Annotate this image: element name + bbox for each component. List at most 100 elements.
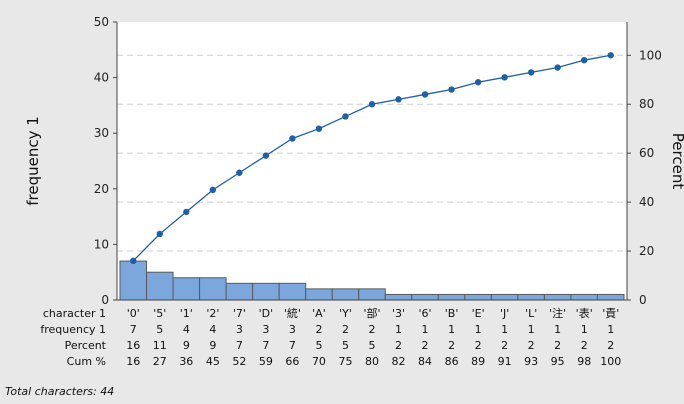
y2-tick-label: 20 [639, 244, 654, 258]
cumulative-point-7 [289, 135, 296, 142]
cumulative-point-10 [368, 101, 376, 108]
table-cell-cum-percent: 86 [445, 355, 459, 368]
table-cell-cum-percent: 93 [524, 355, 538, 368]
table-cell-percent: 5 [315, 339, 322, 352]
table-cell-cum-percent: 80 [365, 355, 379, 368]
table-row-header-percent: Percent [65, 339, 107, 352]
cumulative-line [130, 52, 614, 265]
cumulative-point-12 [421, 91, 429, 98]
table-cell-cum-percent: 84 [418, 355, 432, 368]
table-cell-percent: 7 [236, 339, 243, 352]
table-cell-categories: '1' [180, 307, 193, 320]
table-cell-cum-percent: 70 [312, 355, 326, 368]
table-row-header-cum-percent: Cum % [67, 355, 106, 368]
table-cell-categories: '3' [392, 307, 405, 320]
table-cell-percent: 7 [289, 339, 296, 352]
table-cell-categories: 'A' [312, 307, 326, 320]
table-cell-cum-percent: 66 [285, 355, 299, 368]
table-cell-categories: 'E' [472, 307, 485, 320]
bar-1 [119, 260, 148, 301]
cumulative-point-15 [501, 74, 508, 81]
axes: 0 10 20 30 40 50 0 20 40 60 80 100 [94, 15, 662, 307]
table-row-header-frequency: frequency 1 [40, 323, 106, 336]
cumulative-point-11 [395, 96, 402, 103]
table-cell-categories: 'L' [525, 307, 537, 320]
table-cell-cum-percent: 52 [232, 355, 246, 368]
table-cell-frequency: 5 [156, 323, 163, 336]
plot-area [117, 22, 627, 300]
table-cell-categories: '6' [419, 307, 432, 320]
table-cell-frequency: 3 [236, 323, 243, 336]
y2-tick-label: 100 [639, 48, 662, 62]
table-cell-frequency: 1 [475, 323, 482, 336]
y-tick-label: 20 [94, 182, 109, 196]
table-cell-cum-percent: 91 [498, 355, 512, 368]
bar-8 [305, 288, 333, 301]
bar-16 [517, 293, 545, 301]
table-cell-percent: 2 [448, 339, 455, 352]
table-cell-percent: 2 [422, 339, 429, 352]
bar-12 [411, 293, 439, 301]
table-cell-cum-percent: 89 [471, 355, 485, 368]
table-cell-cum-percent: 98 [577, 355, 591, 368]
table-cell-categories: 'J' [500, 307, 509, 320]
bar-9 [331, 288, 360, 301]
y-tick-label: 30 [94, 126, 109, 140]
table-cell-frequency: 1 [395, 323, 402, 336]
table-cell-percent: 2 [528, 339, 535, 352]
y-tick-label: 50 [94, 15, 109, 29]
bar-17 [543, 293, 572, 301]
y2-tick-label: 80 [639, 97, 654, 111]
table-cell-percent: 9 [209, 339, 216, 352]
bar-18 [570, 293, 598, 301]
table-cell-frequency: 7 [130, 323, 137, 336]
table-cell-categories: '責' [602, 306, 619, 320]
y2-axis-label: Percent [669, 133, 684, 190]
bar-19 [596, 293, 625, 301]
table-cell-frequency: 1 [448, 323, 455, 336]
table-cell-categories: '2' [206, 307, 219, 320]
cumulative-point-4 [209, 186, 217, 194]
table-cell-categories: '統' [284, 306, 301, 320]
cumulative-point-5 [236, 169, 243, 176]
table-cell-categories: 'Y' [339, 307, 352, 320]
cumulative-point-14 [474, 79, 482, 86]
bar-13 [437, 293, 466, 301]
table-cell-percent: 2 [395, 339, 402, 352]
cumulative-point-6 [262, 152, 270, 159]
bar-10 [358, 288, 386, 301]
table-cell-cum-percent: 16 [126, 355, 140, 368]
table-cell-percent: 11 [153, 339, 167, 352]
table-cell-categories: '7' [233, 307, 246, 320]
table-cell-frequency: 2 [315, 323, 322, 336]
table-cell-cum-percent: 59 [259, 355, 273, 368]
table-cell-percent: 2 [607, 339, 614, 352]
table-cell-categories: '0' [127, 307, 140, 320]
bar-11 [384, 293, 413, 301]
cumulative-point-18 [581, 56, 588, 64]
table-cell-categories: '注' [549, 306, 566, 320]
table-cell-percent: 5 [369, 339, 376, 352]
table-cell-frequency: 1 [554, 323, 561, 336]
cumulative-point-2 [156, 230, 163, 238]
bar-3 [172, 277, 201, 301]
table-cell-percent: 5 [342, 339, 349, 352]
table-cell-frequency: 1 [422, 323, 429, 336]
footer-note: Total characters: 44 [5, 385, 114, 398]
table-cell-frequency: 2 [342, 323, 349, 336]
bar-2 [146, 271, 174, 301]
table-cell-categories: 'B' [445, 307, 459, 320]
table-cell-frequency: 1 [581, 323, 588, 336]
y-tick-label: 40 [94, 71, 109, 85]
cumulative-point-16 [527, 69, 535, 76]
cumulative-point-8 [315, 125, 323, 132]
table-cell-frequency: 1 [607, 323, 614, 336]
cumulative-point-3 [183, 208, 190, 216]
table-cell-frequency: 2 [369, 323, 376, 336]
table-cell-cum-percent: 36 [179, 355, 193, 368]
cumulative-point-13 [448, 86, 455, 93]
bar-15 [490, 293, 519, 301]
table-cell-categories: '5' [153, 307, 166, 320]
data-table: character 1 '0' '5' '1' '2' '7' 'D' '統' 'A' 'Y' '部… [40, 306, 621, 368]
y-tick-label: 0 [101, 293, 109, 307]
